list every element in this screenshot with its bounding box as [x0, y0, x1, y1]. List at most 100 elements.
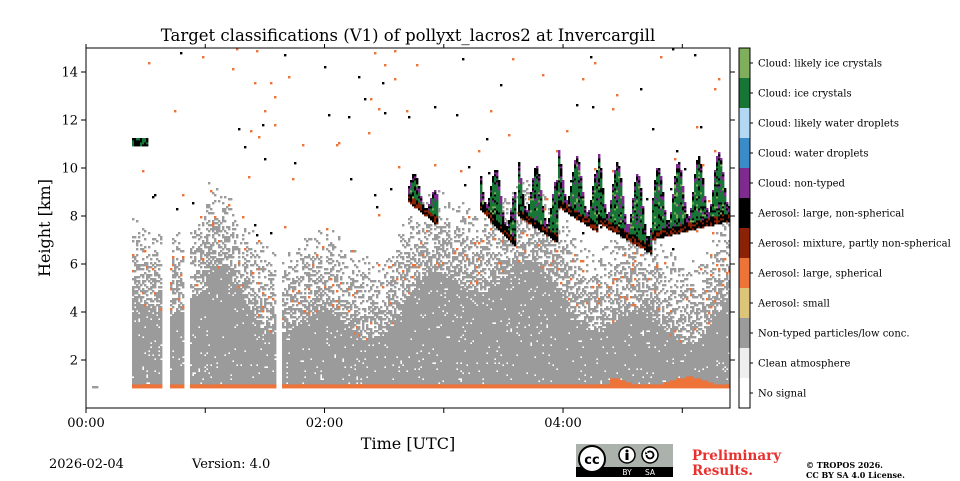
heatmap-cell	[610, 264, 612, 266]
heatmap-cell	[684, 316, 686, 322]
heatmap-cell	[660, 280, 662, 282]
heatmap-cell	[250, 130, 252, 132]
heatmap-cell	[418, 258, 420, 262]
heatmap-cell	[562, 230, 564, 232]
heatmap-cell	[292, 178, 294, 180]
heatmap-cell	[446, 248, 448, 250]
heatmap-cell	[512, 58, 514, 60]
heatmap-cell	[438, 240, 440, 244]
heatmap-cell	[554, 244, 556, 246]
heatmap-cell	[706, 208, 708, 210]
heatmap-cell	[604, 204, 606, 208]
heatmap-cell	[320, 232, 322, 234]
heatmap-cell	[142, 258, 144, 260]
heatmap-cell	[656, 286, 658, 290]
heatmap-cell	[260, 242, 262, 244]
heatmap-cell	[558, 230, 560, 234]
heatmap-cell	[572, 274, 574, 278]
heatmap-cell	[326, 238, 328, 240]
heatmap-cell	[176, 258, 178, 260]
heatmap-cell	[228, 204, 230, 206]
heatmap-cell	[550, 250, 552, 254]
heatmap-cell	[524, 230, 526, 232]
heatmap-cell	[240, 242, 242, 244]
heatmap-cell	[602, 188, 604, 194]
heatmap-cell	[670, 188, 672, 190]
heatmap-cell	[378, 214, 380, 216]
heatmap-cell	[378, 290, 380, 294]
heatmap-cell	[182, 364, 184, 384]
heatmap-cell	[210, 208, 212, 210]
heatmap-cell	[500, 254, 502, 256]
heatmap-cell	[244, 146, 246, 148]
heatmap-cell	[136, 290, 138, 294]
heatmap-cell	[318, 242, 320, 244]
heatmap-cell	[686, 278, 688, 280]
heatmap-cell	[678, 274, 680, 276]
heatmap-cell	[512, 248, 514, 250]
heatmap-cell	[716, 232, 718, 234]
heatmap-cell	[496, 170, 498, 172]
heatmap-cell	[532, 234, 534, 238]
heatmap-cell	[144, 230, 146, 232]
heatmap-cell	[274, 360, 276, 384]
heatmap-cell	[320, 278, 322, 282]
heatmap-cell	[230, 208, 232, 210]
heatmap-cell	[472, 224, 474, 226]
heatmap-cell	[204, 216, 206, 220]
heatmap-cell	[194, 256, 196, 262]
heatmap-cell	[460, 266, 462, 272]
heatmap-cell	[494, 234, 496, 236]
heatmap-cell	[440, 218, 442, 220]
heatmap-cell	[262, 124, 264, 126]
heatmap-cell	[600, 172, 602, 178]
heatmap-cell	[298, 282, 300, 286]
heatmap-cell	[356, 280, 358, 282]
heatmap-cell	[418, 224, 420, 226]
heatmap-cell	[308, 254, 310, 258]
heatmap-cell	[488, 248, 490, 250]
heatmap-cell	[378, 108, 380, 110]
heatmap-cell	[290, 260, 292, 262]
heatmap-cell	[640, 88, 642, 90]
heatmap-cell	[600, 276, 602, 278]
heatmap-cell	[684, 308, 686, 312]
heatmap-cell	[238, 280, 240, 282]
heatmap-cell	[364, 262, 366, 264]
heatmap-cell	[298, 248, 300, 250]
heatmap-cell	[472, 256, 474, 264]
heatmap-cell	[420, 240, 422, 242]
heatmap-cell	[194, 264, 196, 266]
heatmap-cell	[682, 268, 684, 270]
heatmap-cell	[214, 194, 216, 196]
heatmap-cell	[394, 286, 396, 288]
heatmap-cell	[664, 284, 666, 286]
x-tick-label-0: 00:00	[67, 416, 104, 431]
heatmap-cell	[528, 184, 530, 186]
heatmap-cell	[414, 258, 416, 262]
heatmap-cell	[700, 172, 702, 178]
heatmap-cell	[484, 272, 486, 274]
heatmap-cell	[622, 196, 624, 204]
heatmap-cell	[304, 248, 306, 250]
heatmap-cell	[574, 238, 576, 240]
heatmap-cell	[612, 108, 614, 110]
heatmap-cell	[402, 234, 404, 236]
heatmap-cell	[724, 258, 726, 260]
heatmap-cell	[160, 282, 162, 284]
heatmap-cell	[138, 232, 140, 234]
heatmap-cell	[620, 292, 622, 294]
heatmap-cell	[362, 294, 364, 298]
heatmap-cell	[332, 254, 334, 256]
heatmap-cell	[174, 240, 176, 242]
heatmap-cell	[136, 254, 138, 256]
heatmap-cell	[414, 254, 416, 256]
heatmap-cell	[586, 256, 588, 258]
heatmap-cell	[566, 234, 568, 236]
heatmap-cell	[264, 294, 266, 296]
heatmap-cell	[620, 280, 622, 282]
heatmap-cell	[194, 242, 196, 244]
heatmap-cell	[254, 82, 256, 84]
heatmap-cell	[464, 218, 466, 224]
heatmap-cell	[286, 298, 288, 300]
